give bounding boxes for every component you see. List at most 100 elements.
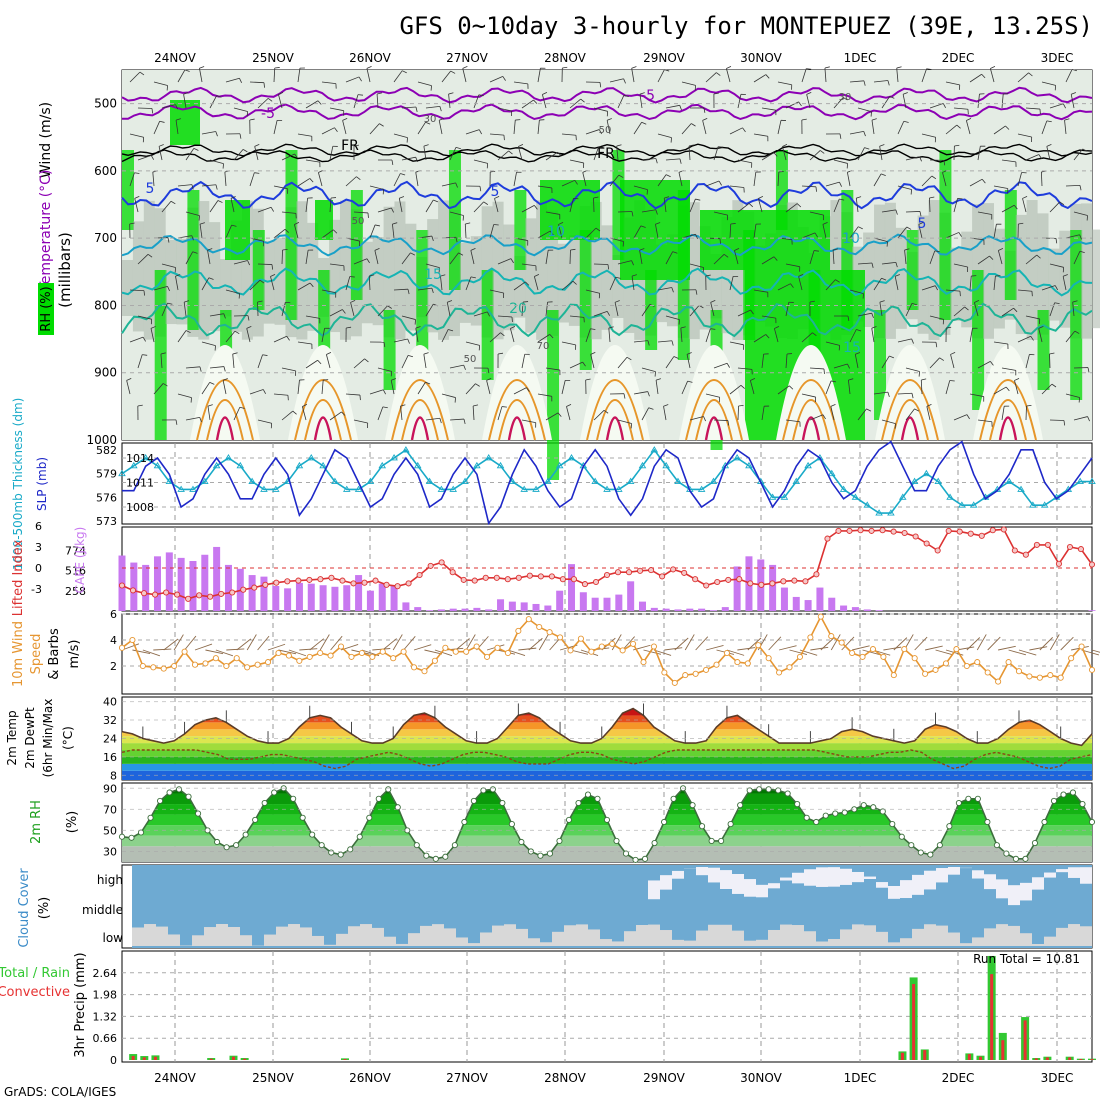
thickness-line-point (212, 461, 221, 469)
pressure-tick-label: 800 (94, 298, 117, 312)
lifted-index-line-point (405, 580, 412, 587)
thickness-line-point (934, 477, 943, 485)
wind-speed-line-point (285, 652, 292, 659)
cloud-low-gap (1008, 925, 1020, 946)
lifted-index-line-point (681, 569, 688, 576)
wind-barb-flag (887, 80, 890, 86)
rh-gray-cell (732, 200, 744, 340)
wind-barb-10m (789, 649, 808, 656)
rh-gray-cell (950, 247, 962, 321)
wind-barb-flag (824, 66, 830, 69)
wind-barb-flag (926, 404, 932, 407)
thickness-line-point (674, 477, 682, 485)
lifted-index-line-point (471, 577, 478, 584)
wind-barb-flag (162, 383, 168, 387)
wind-speed-line-point (504, 649, 511, 657)
pressure-tick-label: 700 (94, 231, 117, 245)
wind-barb-flag (895, 209, 898, 215)
cloud-low-gap (384, 936, 396, 946)
wind-barb-flag (879, 300, 885, 303)
contour-label: FR (597, 146, 615, 162)
wind-barb-flag (1055, 238, 1058, 244)
wind-barb-10m (883, 646, 902, 651)
wind-barb (1001, 94, 1004, 109)
wind-barb-10m (236, 638, 252, 651)
wind-speed-line-point (118, 644, 126, 651)
wind-barb (209, 95, 217, 109)
cloud-low-gap (336, 933, 348, 946)
cape-tick-label: 258 (65, 585, 86, 598)
thickness-line-point (224, 454, 233, 461)
thickness-line-point (626, 477, 635, 485)
rh-2m-line-point (908, 842, 915, 849)
wind-barb-flag (989, 255, 994, 260)
rh-2m-line-point (565, 816, 573, 823)
wind-barb (129, 289, 145, 292)
cloud-high-gap (768, 883, 780, 889)
wind-barb-flag (400, 173, 406, 176)
wind-barb-flag (1071, 92, 1077, 95)
precip-legend-convective: Convective (0, 985, 70, 1000)
warm-plume (288, 345, 358, 440)
thickness-line-point (425, 477, 434, 485)
wind-barb (126, 380, 131, 395)
temp-contour-25 (979, 379, 1037, 441)
cloud-high-gap (972, 870, 984, 879)
wind-barb (441, 393, 456, 398)
wind-barb-flag (199, 66, 205, 69)
rh-2m-line-point (518, 838, 525, 846)
warm-plume (973, 345, 1043, 440)
cape-bar (840, 605, 848, 611)
wind-barb-flag (309, 178, 314, 183)
thickness-line-point (165, 477, 174, 485)
wind-barb (183, 94, 187, 109)
wind-barb-flag (929, 196, 935, 199)
wind-speed-line-point (181, 648, 188, 655)
wind-barb-flag (966, 118, 972, 121)
lifted-index-line-point (559, 576, 566, 583)
upper-ylabel-temperature: Temperature (°C) (38, 170, 54, 292)
wind-barb-flag (705, 274, 711, 277)
lifted-index-line-point (1022, 551, 1029, 558)
wind-barb-flag (1071, 69, 1078, 72)
wind-barb-flag (687, 380, 693, 383)
wind-barb-flag (820, 150, 825, 154)
rh-gray-cell (710, 253, 722, 319)
wind-barb (545, 211, 560, 215)
temp-contour-25 (196, 379, 254, 441)
wind-barb-flag (798, 274, 804, 277)
wind-barb (449, 418, 464, 421)
cloud-low-gap (576, 924, 588, 946)
wind-barb (608, 328, 611, 343)
rh-2m-line-point (423, 852, 430, 859)
cloud-low-gap (420, 925, 432, 946)
wind-barb-flag (209, 381, 215, 385)
cape-bar (591, 597, 599, 611)
wind-barb-10m (1060, 636, 1074, 651)
wind-speed-line-point (160, 665, 167, 672)
wind-barb (729, 276, 734, 291)
wind-speed-line-point (202, 660, 209, 667)
wind-speed-line-point (942, 660, 950, 667)
rh-gray-cell (339, 200, 351, 340)
wind-barb (945, 124, 958, 135)
cloud-high-gap (1020, 882, 1032, 901)
wind-barb-flag (267, 98, 273, 102)
wind-speed-line-point (1005, 659, 1012, 666)
cape-bar (863, 609, 871, 611)
wind-barb-flag (342, 309, 346, 314)
wind-barb-10m (132, 649, 151, 654)
wind-barb (774, 328, 779, 343)
wind-barb (1001, 204, 1015, 213)
wind-barb-flag (487, 368, 490, 374)
cloud-low-gap (1068, 924, 1080, 946)
lifted-index-line-point (1066, 543, 1074, 551)
wind-barb-flag (1079, 234, 1082, 240)
wind-barb-10m (194, 643, 213, 651)
cloud-high-gap (876, 882, 888, 888)
wind-barb-10m (153, 648, 172, 651)
wind-barb-flag (431, 235, 434, 241)
wind-barb (953, 414, 968, 421)
wind-barb-flag (847, 363, 850, 369)
wind-barb (462, 68, 467, 83)
